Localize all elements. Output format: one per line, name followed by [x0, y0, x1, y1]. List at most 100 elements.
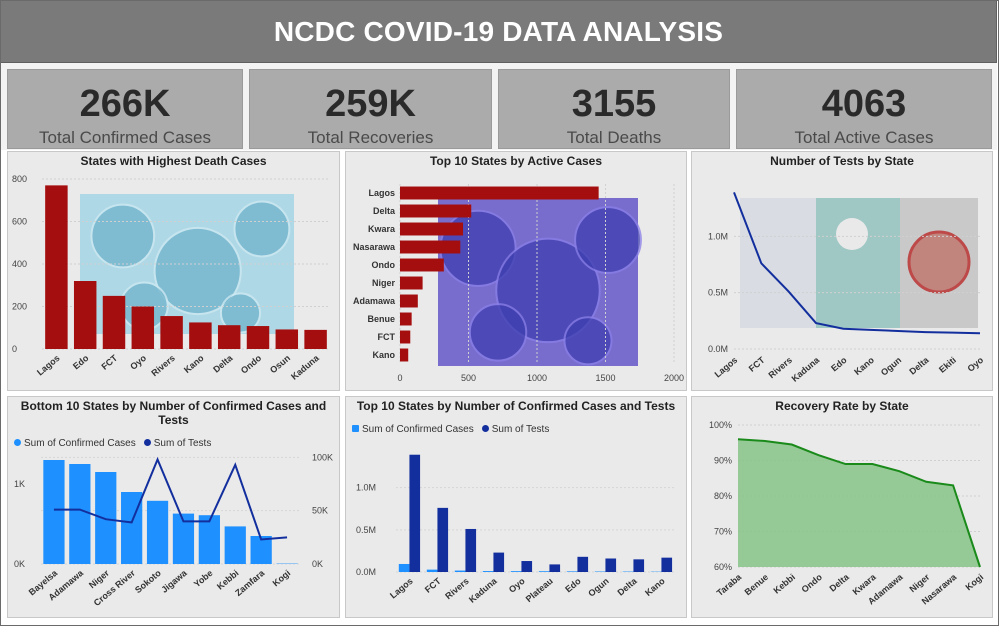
x-tick-label: Edo [829, 355, 849, 374]
virus-particle-icon [219, 292, 262, 334]
x-tick-label: Oyo [507, 576, 527, 595]
y-tick-label: Delta [373, 206, 396, 216]
x-tick-label: Delta [907, 354, 931, 376]
bar [465, 528, 477, 572]
bar [400, 276, 423, 290]
bar [549, 564, 561, 572]
x-tick-label: Delta [211, 352, 235, 374]
bar [577, 556, 589, 572]
x-tick-label: Ogun [879, 355, 903, 378]
series-line [53, 456, 288, 541]
chart-title: Bottom 10 States by Number of Confirmed … [20, 399, 327, 427]
chart-panel-deaths[interactable]: States with Highest Death Cases 0 200 400 6… [7, 151, 340, 391]
bar [605, 558, 617, 572]
y-tick-label: 0.5M [708, 288, 728, 298]
chart-panel-bottom10[interactable]: Bottom 10 States by Number of Confirmed … [7, 396, 340, 618]
bar [510, 571, 522, 572]
y-tick-label: 600 [12, 217, 27, 227]
x-tick-label: Ondo [800, 572, 825, 595]
x-tick-label: Sokoto [133, 568, 163, 596]
dashboard-title: NCDC COVID-19 DATA ANALYSIS [273, 15, 724, 47]
y-tick-label: 70% [714, 527, 732, 537]
x-tick-label: Yobe [192, 568, 215, 589]
bar [493, 552, 505, 572]
y-tick-label: Benue [367, 314, 395, 324]
legend-item: Sum of Tests [481, 424, 549, 435]
kpi-value: 259K [325, 83, 416, 125]
x-tick-label: FCT [99, 353, 119, 372]
bar [172, 513, 195, 564]
y-tick-label: Ondo [372, 260, 396, 270]
bar [400, 204, 472, 218]
bar [102, 295, 126, 349]
chart-title: Top 10 States by Number of Confirmed Cas… [356, 399, 676, 413]
legend-label: Sum of Confirmed Cases [24, 438, 136, 449]
kpi-label: Total Confirmed Cases [39, 128, 211, 147]
bar [160, 316, 183, 349]
kpi-card-deaths[interactable]: 3155 Total Deaths [498, 69, 730, 149]
x-tick-label: Kano [182, 353, 206, 375]
series-line [733, 192, 981, 335]
person-icon [836, 218, 868, 250]
bar [400, 330, 411, 344]
x-tick-label: Kaduna [790, 354, 822, 384]
x-tick-label: Lagos [713, 355, 740, 380]
kpi-card-recoveries[interactable]: 259K Total Recoveries [249, 69, 492, 149]
y-tick-label: 1.0M [708, 231, 728, 241]
chart-title: States with Highest Death Cases [80, 154, 267, 168]
image-panel [740, 198, 816, 328]
x-tick-label: Zamfara [233, 567, 267, 598]
legend-dot-icon [14, 439, 21, 446]
x-tick-label: Edo [71, 353, 91, 372]
y-tick-label: 90% [714, 456, 732, 466]
bar [400, 312, 412, 326]
legend-item: Sum of Confirmed Cases [352, 424, 474, 435]
kpi-card-confirmed[interactable]: 266K Total Confirmed Cases [7, 69, 243, 149]
x-tick-label: Lagos [35, 353, 62, 378]
bar [400, 240, 461, 254]
bar [482, 571, 494, 572]
x-tick-label: Ogun [586, 576, 610, 599]
y-tick-label: 0.0M [356, 567, 376, 577]
deaths-bar-chart: 0 200 400 600 800 Lagos Edo FCT Oyo Rivers Kano Del… [12, 174, 330, 382]
x-tick-label: Kaduna [289, 352, 321, 382]
bar [633, 559, 645, 572]
x-tick-label: Oyo [965, 355, 985, 374]
y-tick-label: Lagos [368, 188, 395, 198]
y-tick-label: 100% [709, 420, 732, 430]
virus-particle-icon [233, 200, 291, 258]
bar [217, 325, 241, 349]
y-tick-label: 50K [312, 506, 328, 516]
y-tick-label: 60% [714, 562, 732, 572]
x-tick-label: Delta [828, 571, 852, 593]
bar [400, 348, 409, 362]
x-tick-label: Ekiti [937, 355, 958, 375]
legend-label: Sum of Confirmed Cases [362, 424, 474, 435]
x-tick-label: Osun [268, 353, 292, 375]
y-tick-label: Kano [373, 350, 396, 360]
x-tick-label: 0 [397, 373, 402, 383]
chart-panel-top10[interactable]: Top 10 States by Number of Confirmed Cas… [345, 396, 687, 618]
y-tick-label: FCT [378, 332, 396, 342]
bar [45, 185, 68, 349]
bar [43, 460, 65, 564]
x-tick-label: Kano [643, 576, 667, 598]
chart-title: Number of Tests by State [770, 154, 914, 168]
chart-panel-active[interactable]: Top 10 States by Active Cases 0 500 1000 15… [345, 151, 687, 391]
kpi-value: 3155 [571, 83, 657, 125]
chart-panel-recovery[interactable]: Recovery Rate by State 60% 70% 80% 90% 100% T… [691, 396, 993, 618]
chart-title: Top 10 States by Active Cases [429, 154, 603, 168]
x-tick-label: Oyo [128, 353, 148, 372]
virus-particle-icon [574, 206, 642, 274]
chart-legend: Sum of Confirmed Cases Sum of Tests [352, 424, 549, 435]
chart-panel-tests[interactable]: Number of Tests by State 0.0M 0.5M 1.0M Lag… [691, 151, 993, 391]
x-tick-label: Jigawa [159, 567, 189, 595]
kpi-label: Total Active Cases [794, 128, 934, 147]
kpi-card-active[interactable]: 4063 Total Active Cases [736, 69, 992, 149]
virus-particle-icon [90, 203, 156, 269]
bar [146, 500, 169, 564]
x-tick-label: FCT [423, 576, 443, 595]
x-tick-label: 2000 [664, 373, 684, 383]
x-tick-label: Kaduna [467, 575, 499, 605]
y-tick-label: 0.0M [708, 344, 728, 354]
